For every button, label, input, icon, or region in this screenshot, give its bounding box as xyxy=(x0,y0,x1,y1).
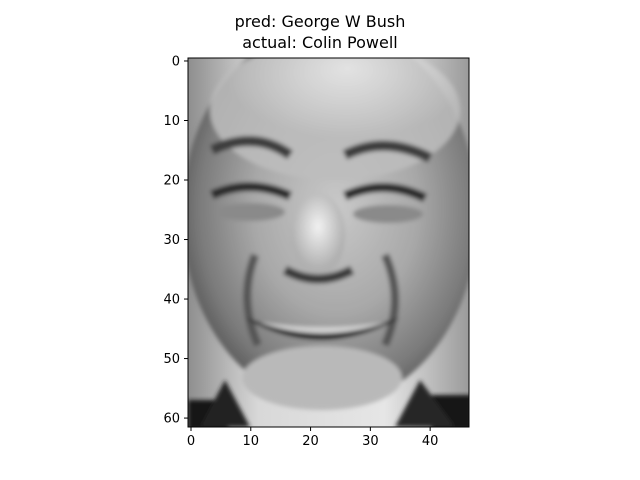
y-tick-label: 10 xyxy=(163,114,180,129)
axes-frame xyxy=(187,57,470,428)
face-image xyxy=(188,58,469,427)
y-tick-label: 60 xyxy=(163,412,180,427)
y-tick-label: 30 xyxy=(163,233,180,248)
x-tick-label: 0 xyxy=(187,434,195,449)
x-tick-label: 30 xyxy=(362,434,379,449)
y-tick-label: 50 xyxy=(163,352,180,367)
y-tick-label: 20 xyxy=(163,174,180,189)
y-tick-label: 0 xyxy=(172,54,180,69)
x-tick-label: 40 xyxy=(422,434,439,449)
x-tick-label: 20 xyxy=(302,434,319,449)
y-tick-label: 40 xyxy=(163,293,180,308)
title-pred: pred: George W Bush xyxy=(234,12,406,31)
title-actual: actual: Colin Powell xyxy=(242,33,398,52)
x-tick-label: 10 xyxy=(243,434,260,449)
